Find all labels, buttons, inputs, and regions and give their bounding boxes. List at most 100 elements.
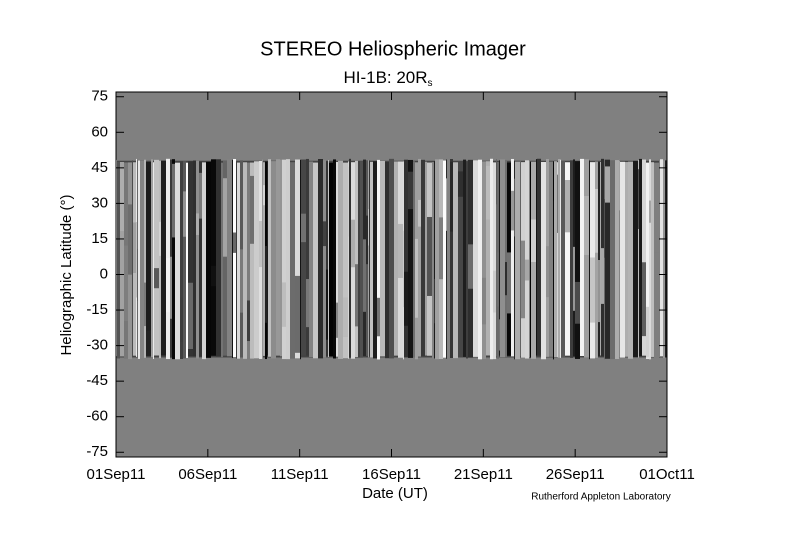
imagery-stripe: [421, 159, 425, 357]
imagery-stripe: [368, 160, 369, 358]
imagery-patch: [514, 178, 515, 237]
imagery-patch: [450, 161, 453, 232]
imagery-patch: [649, 200, 651, 223]
imagery-patch: [348, 166, 349, 237]
imagery-stripe: [600, 161, 601, 356]
imagery-stripe: [434, 161, 435, 359]
imagery-stripe: [575, 161, 580, 359]
imagery-patch: [133, 222, 136, 274]
imagery-patch: [408, 171, 413, 210]
imagery-stripe: [286, 159, 290, 360]
imagery-stripe: [537, 158, 541, 356]
imagery-patch: [233, 232, 236, 253]
imagery-stripe: [496, 159, 497, 357]
imagery-patch: [196, 213, 199, 235]
imagery-patch: [546, 246, 549, 298]
imagery-patch: [240, 249, 243, 313]
y-tick-label: -30: [86, 337, 108, 354]
imagery-stripe: [263, 162, 265, 356]
imagery-texture: [116, 158, 667, 360]
imagery-stripe: [605, 159, 610, 359]
imagery-patch: [511, 190, 514, 231]
imagery-stripe: [530, 161, 531, 358]
imagery-stripe: [418, 158, 421, 357]
imagery-stripe: [221, 162, 223, 358]
imagery-stripe: [120, 162, 124, 357]
y-tick-label: -60: [86, 408, 108, 425]
imagery-stripe: [443, 160, 446, 358]
imagery-patch: [595, 188, 598, 253]
imagery-stripe: [360, 161, 363, 358]
imagery-stripe: [236, 162, 237, 359]
imagery-stripe: [500, 159, 505, 358]
x-tick-label: 16Sep11: [362, 466, 421, 483]
imagery-patch: [188, 282, 193, 350]
imagery-stripe: [159, 160, 161, 359]
x-tick-label: 01Sep11: [87, 466, 146, 483]
imagery-patch: [144, 282, 146, 327]
imagery-patch: [604, 199, 605, 258]
imagery-stripe: [598, 162, 600, 357]
imagery-patch: [590, 257, 595, 323]
imagery-stripe: [199, 161, 202, 357]
imagery-stripe: [211, 159, 216, 356]
imagery-patch: [351, 219, 355, 268]
imagery-patch: [573, 246, 575, 311]
imagery-stripe: [188, 161, 193, 356]
imagery-patch: [343, 297, 348, 337]
imagery-patch: [120, 169, 124, 232]
imagery-stripe: [151, 159, 153, 358]
imagery-stripe: [349, 158, 351, 358]
imagery-stripe: [404, 159, 408, 358]
imagery-stripe: [425, 161, 427, 356]
imagery-stripe: [140, 160, 144, 359]
subtitle-text: HI-1B: 20R: [343, 68, 427, 87]
imagery-stripe: [338, 160, 343, 359]
imagery-stripe: [326, 161, 328, 356]
imagery-stripe: [665, 160, 667, 358]
imagery-stripe: [413, 161, 415, 358]
imagery-stripe: [154, 159, 159, 356]
imagery-stripe: [558, 159, 560, 358]
imagery-patch: [124, 245, 128, 322]
imagery-patch: [458, 171, 463, 197]
imagery-patch: [128, 204, 132, 275]
y-tick-label: 45: [91, 159, 108, 176]
imagery-stripe: [610, 160, 615, 360]
imagery-stripe: [301, 159, 306, 356]
imagery-stripe: [554, 161, 557, 358]
imagery-stripe: [175, 162, 180, 360]
imagery-patch: [306, 279, 309, 328]
imagery-stripe: [490, 158, 493, 360]
x-axis-label: Date (UT): [362, 485, 428, 502]
imagery-patch: [250, 175, 254, 244]
imagery-patch: [638, 169, 639, 230]
imagery-stripe: [660, 159, 663, 357]
imagery-stripe: [373, 161, 377, 359]
imagery-stripe: [343, 162, 348, 359]
imagery-patch: [166, 258, 170, 313]
imagery-stripe: [560, 159, 561, 358]
imagery-stripe: [196, 160, 199, 359]
y-tick-label: 75: [91, 88, 108, 105]
imagery-stripe: [458, 161, 463, 358]
imagery-patch: [418, 199, 421, 227]
imagery-stripe: [447, 158, 450, 358]
imagery-stripe: [649, 159, 651, 360]
imagery-patch: [146, 330, 151, 356]
imagery-stripe: [642, 159, 646, 356]
imagery-stripe: [153, 162, 154, 360]
imagery-stripe: [466, 161, 468, 359]
imagery-patch: [259, 221, 262, 268]
imagery-stripe: [290, 162, 295, 359]
imagery-patch: [505, 262, 507, 296]
chart-title: STEREO Heliospheric Imager: [260, 38, 526, 60]
imagery-patch: [520, 243, 521, 311]
imagery-stripe: [589, 160, 590, 360]
imagery-stripe: [377, 159, 380, 360]
credit: Rutherford Appleton Laboratory: [531, 492, 671, 503]
imagery-stripe: [318, 158, 323, 359]
imagery-patch: [497, 252, 499, 307]
imagery-stripe: [453, 162, 458, 359]
